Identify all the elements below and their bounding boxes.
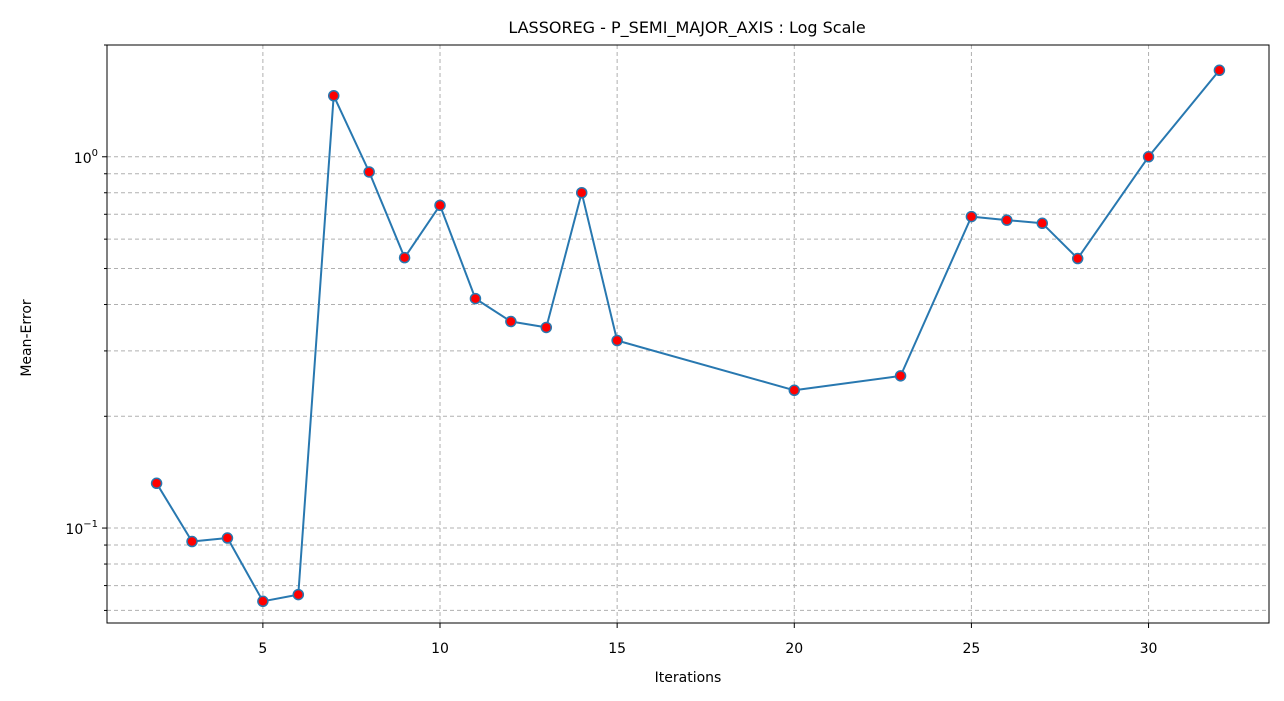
data-point [292, 588, 305, 601]
data-point [505, 315, 517, 328]
data-point [434, 199, 446, 212]
x-tick-label: 5 [258, 641, 267, 657]
data-point [540, 321, 553, 334]
x-tick-label: 15 [608, 641, 626, 657]
x-tick-label: 30 [1140, 641, 1158, 657]
data-point [894, 370, 907, 382]
y-tick-label: 100 [74, 148, 98, 167]
data-point [150, 477, 163, 490]
grid-lines [107, 44, 1269, 623]
data-point [965, 210, 978, 223]
data-point [1001, 214, 1013, 226]
data-point [257, 595, 269, 608]
x-tick-label: 25 [963, 641, 981, 657]
y-axis-label: Mean-Error [19, 299, 35, 377]
y-tick-label: 10−1 [65, 519, 98, 538]
data-point [1036, 217, 1049, 230]
data-point [363, 166, 375, 178]
chart-title: LASSOREG - P_SEMI_MAJOR_AXIS : Log Scale [508, 18, 865, 38]
data-point [611, 334, 623, 347]
plot-area-frame [106, 44, 1270, 624]
data-point [575, 187, 588, 199]
data-point [398, 251, 411, 264]
data-point [788, 384, 801, 397]
data-point [186, 535, 198, 548]
data-point [221, 532, 234, 544]
data-point [1213, 64, 1226, 77]
data-point [469, 292, 482, 305]
series-line [155, 69, 1221, 603]
data-point [1071, 252, 1084, 265]
data-series [150, 64, 1226, 608]
x-tick-label: 20 [785, 641, 803, 657]
x-axis-ticks: 5 10 15 20 25 30 [258, 623, 1157, 657]
y-axis-ticks: 10−1 100 [65, 44, 107, 611]
x-tick-label: 10 [431, 641, 449, 657]
x-axis-label: Iterations [655, 670, 722, 686]
data-point [1142, 151, 1155, 163]
data-point [327, 89, 340, 102]
